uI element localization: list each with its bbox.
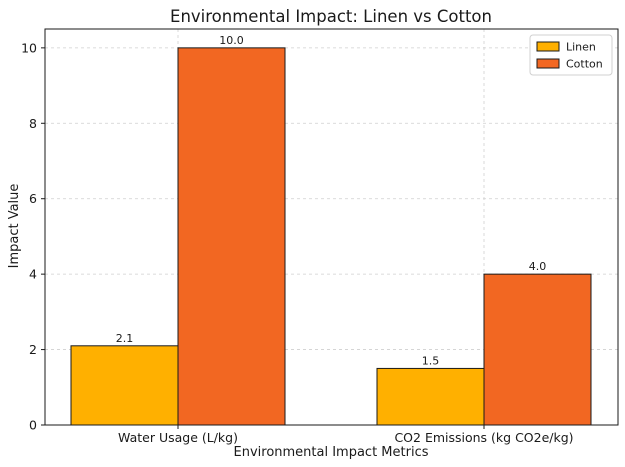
legend-swatch-cotton [536,58,560,69]
y-tick-label: 0 [29,418,37,433]
y-tick-label: 4 [29,267,37,282]
x-tick-label: Water Usage (L/kg) [118,430,238,445]
x-axis-title: Environmental Impact Metrics [234,445,429,460]
legend: Linen Cotton [529,34,613,76]
y-tick-label: 8 [29,116,37,131]
axes [41,28,619,429]
y-axis-title: Impact Value [7,184,22,269]
y-tick-label: 10 [21,40,37,55]
y-tick-label: 2 [29,342,37,357]
plot-frame [44,28,619,426]
legend-swatch-linen [536,41,560,52]
bar-value-label: 10.0 [219,34,244,47]
bars [70,47,592,426]
legend-label-cotton: Cotton [566,58,603,71]
bar-linen-1 [376,367,485,426]
legend-label-linen: Linen [566,41,596,54]
y-tick-label: 6 [29,191,37,206]
x-tick-label: CO2 Emissions (kg CO2e/kg) [394,430,573,445]
bar-linen-0 [70,345,179,426]
bar-cotton-1 [483,273,592,426]
chart-title: Environmental Impact: Linen vs Cotton [170,7,492,26]
tick-labels: 0 2 4 6 8 10 Water Usage (L/kg) CO2 Emissions (… [21,40,573,445]
bar-value-label: 2.1 [116,332,134,345]
bar-cotton-0 [177,47,286,426]
bar-value-label: 4.0 [529,260,547,273]
bar-value-labels: 2.1 10.0 1.5 4.0 [116,34,547,368]
bar-value-label: 1.5 [422,354,440,367]
